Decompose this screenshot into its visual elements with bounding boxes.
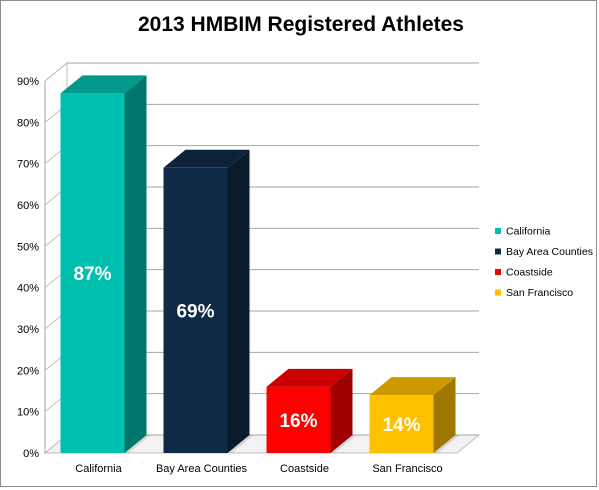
bar-data-label: 14% [382,415,420,436]
legend-label: California [506,226,551,238]
legend-swatch [495,228,501,234]
legend-label: Coastside [506,267,553,279]
legend-label: San Francisco [506,287,573,299]
y-tick-label: 40% [17,283,39,295]
y-tick-label: 90% [17,76,39,88]
bar [369,395,434,453]
y-tick-label: 10% [17,407,39,419]
legend: California Bay Area Counties Coastside San … [495,226,593,299]
bar-top [163,149,250,168]
x-tick-label: Bay Area Counties [156,463,248,475]
y-tick-label: 70% [17,159,39,171]
bar-group: 69% [163,149,254,454]
x-tick-label: San Francisco [372,463,442,475]
bar-top [369,377,456,396]
legend-label: Bay Area Counties [506,246,593,258]
y-tick-label: 30% [17,324,39,336]
bar-side [227,149,250,454]
bar-top [266,368,353,387]
y-axis-ticks: 0% 10% 20% 30% 40% 50% 60% 70% 80% 90% [17,76,39,460]
y-tick-label: 20% [17,365,39,377]
bar-top [60,75,147,94]
x-axis-labels: California Bay Area Counties Coastside San … [75,463,442,475]
bar [266,386,331,453]
gridline-depth [44,62,68,82]
bar-side [433,377,456,453]
bar-data-label: 87% [73,264,111,285]
chart-title: 2013 HMBIM Registered Athletes [138,13,464,36]
legend-swatch [495,248,501,255]
x-tick-label: California [75,463,122,475]
bar-data-label: 16% [279,411,317,432]
bar-side [330,368,353,453]
bar-side [124,75,147,454]
y-tick-label: 50% [17,241,39,253]
bar-group: 14% [369,377,460,453]
y-tick-label: 80% [17,117,39,129]
legend-swatch [495,269,501,275]
bar [163,167,228,454]
bar-group: 87% [60,75,151,454]
bar [60,93,125,454]
bar-data-label: 69% [176,301,214,322]
y-tick-label: 0% [23,448,39,460]
bars: 87% 69% 16% 14% [60,75,460,454]
legend-swatch [495,289,501,296]
bar-group: 16% [266,368,357,453]
x-tick-label: Coastside [280,463,329,475]
y-tick-label: 60% [17,200,39,212]
